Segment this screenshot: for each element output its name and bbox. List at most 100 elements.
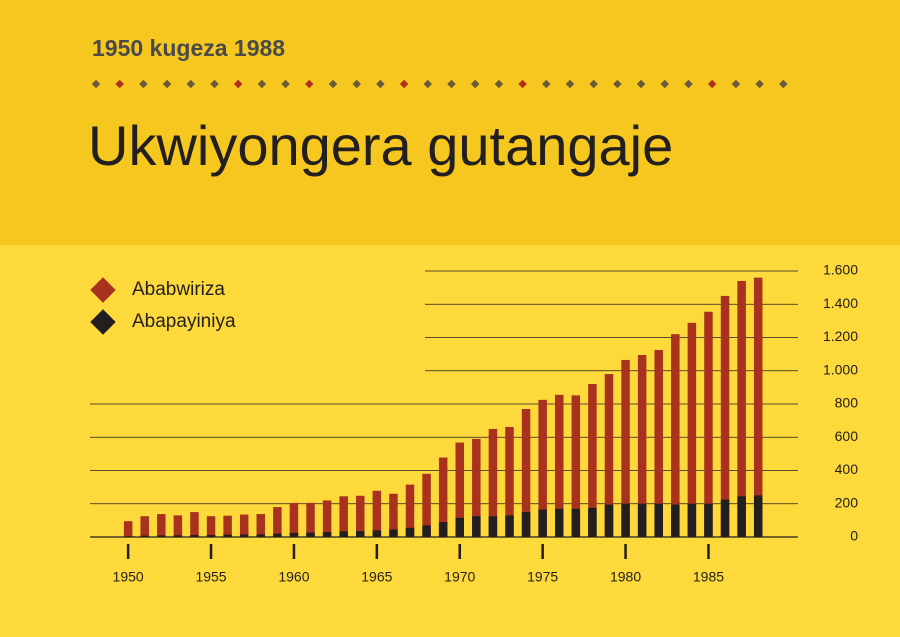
- dot: [115, 79, 124, 89]
- bar: [687, 322, 697, 537]
- subtitle: 1950 kugeza 1988: [92, 35, 285, 61]
- dot: [328, 79, 338, 89]
- bar: [157, 514, 166, 537]
- bar: [621, 503, 630, 537]
- bar: [671, 334, 680, 537]
- bar: [372, 530, 382, 537]
- bar: [389, 493, 398, 537]
- bar: [588, 507, 597, 537]
- bar: [472, 516, 481, 537]
- y-tick-label: 200: [835, 494, 859, 510]
- bar: [206, 516, 216, 537]
- bar: [704, 503, 713, 537]
- bar: [538, 509, 547, 537]
- legend-marker: [90, 309, 116, 335]
- y-tick-label: 1.000: [823, 361, 858, 377]
- bar: [637, 354, 647, 537]
- bar: [356, 495, 365, 537]
- bar: [405, 527, 415, 537]
- y-tick-label: 1.200: [823, 328, 858, 344]
- bar: [505, 426, 514, 537]
- x-tick-label: 1970: [444, 569, 475, 585]
- y-tick-label: 400: [835, 461, 859, 477]
- bar: [637, 503, 647, 537]
- x-tick-label: 1980: [610, 569, 641, 585]
- bar: [488, 516, 498, 537]
- bar: [571, 395, 581, 537]
- bar: [389, 529, 398, 537]
- bar: [206, 535, 216, 537]
- bar: [256, 534, 266, 537]
- bar: [190, 512, 199, 537]
- bar: [223, 534, 232, 537]
- bar: [322, 500, 332, 537]
- bar: [173, 535, 183, 537]
- legend-marker: [90, 277, 116, 303]
- bar: [737, 280, 746, 537]
- bar: [654, 503, 663, 537]
- bar: [157, 535, 166, 537]
- y-tick-label: 600: [835, 428, 859, 444]
- bar: [123, 521, 133, 537]
- y-tick-label: 800: [835, 395, 859, 411]
- bar: [438, 522, 448, 537]
- dot: [210, 79, 219, 89]
- bar: [671, 504, 680, 537]
- x-tick-label: 1975: [527, 569, 558, 585]
- bar: [339, 496, 348, 537]
- bar: [190, 535, 199, 537]
- bar: [273, 507, 282, 537]
- bar: [422, 473, 431, 537]
- bar: [455, 517, 465, 537]
- bar: [521, 512, 531, 537]
- bar: [604, 504, 614, 537]
- bar: [554, 394, 564, 537]
- header-band: [0, 0, 900, 245]
- dot: [376, 79, 385, 89]
- bar: [306, 502, 315, 537]
- dot: [257, 79, 267, 89]
- bar: [588, 384, 597, 537]
- legend-label: Ababwiriza: [132, 279, 225, 300]
- dot: [399, 79, 409, 89]
- y-tick-label: 1.400: [823, 295, 858, 311]
- bar: [753, 277, 763, 537]
- bar: [521, 408, 531, 537]
- bar: [621, 359, 630, 537]
- bar: [505, 515, 514, 537]
- bar: [720, 499, 730, 537]
- legend-label: Abapayiniya: [132, 311, 236, 332]
- bar: [289, 532, 299, 537]
- bar: [123, 536, 133, 537]
- dot: [162, 79, 172, 89]
- bar: [554, 508, 564, 537]
- y-tick-label: 1.600: [823, 262, 858, 278]
- dot: [470, 79, 480, 89]
- x-tick-label: 1950: [113, 569, 144, 585]
- x-tick-label: 1965: [361, 569, 392, 585]
- bar: [140, 535, 149, 537]
- dot: [139, 79, 148, 89]
- x-tick-label: 1955: [195, 569, 226, 585]
- x-tick-label: 1985: [693, 569, 724, 585]
- bar: [306, 532, 315, 537]
- bar: [239, 514, 249, 537]
- bar: [455, 442, 465, 537]
- bar: [223, 515, 232, 537]
- dot: [423, 79, 433, 89]
- bar: [571, 508, 581, 537]
- bar: [405, 484, 415, 537]
- dot: [447, 79, 456, 89]
- bar: [720, 295, 730, 537]
- bar: [687, 503, 697, 537]
- y-tick-label: 0: [850, 528, 858, 544]
- x-tick-label: 1960: [278, 569, 309, 585]
- bar: [239, 534, 249, 537]
- bar: [372, 490, 382, 537]
- chart-title: Ukwiyongera gutangaje: [88, 114, 673, 177]
- dot: [186, 79, 196, 89]
- bar: [322, 532, 332, 537]
- bar: [737, 496, 746, 537]
- bar: [472, 438, 481, 537]
